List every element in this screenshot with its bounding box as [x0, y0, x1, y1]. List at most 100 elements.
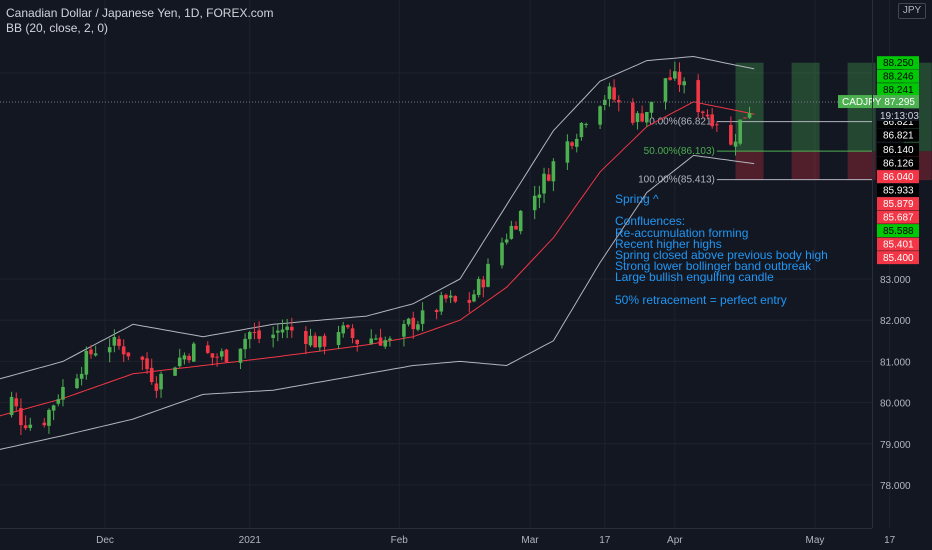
x-axis-tick-label: Apr — [667, 535, 683, 546]
candle-body — [710, 114, 714, 127]
candle-body — [635, 113, 640, 123]
candle-body — [402, 324, 406, 337]
candle-body — [644, 111, 649, 123]
candle-body — [509, 225, 514, 239]
candle-body — [187, 355, 191, 361]
candle-body — [411, 317, 416, 330]
candle-body — [598, 106, 602, 125]
candle-body — [579, 122, 584, 138]
candle-body — [738, 119, 743, 144]
candle-body — [79, 373, 84, 379]
price-label-box — [877, 69, 919, 83]
candle-body — [406, 318, 411, 325]
candle-body — [570, 142, 574, 146]
candle-body — [117, 338, 121, 346]
candle-body — [191, 343, 196, 362]
price-label: 85.401 — [883, 240, 914, 251]
candle-body — [416, 324, 420, 330]
candle-body — [42, 422, 47, 426]
note-line: Large bullish engulfing candle — [615, 270, 774, 285]
x-axis-tick-label: May — [805, 535, 824, 546]
candle-body — [224, 349, 229, 363]
candle-body — [149, 367, 154, 383]
note-line: Recent higher highs — [615, 236, 722, 251]
candle-body — [705, 114, 710, 117]
price-label: 85.400 — [883, 253, 914, 264]
y-axis-tick-label: 80.000 — [880, 399, 911, 410]
price-label-box — [877, 183, 919, 197]
candle-body — [355, 339, 360, 344]
candle-body — [453, 296, 458, 302]
current-price-value: 87.295 — [884, 97, 915, 108]
candle-body — [47, 409, 51, 426]
bollinger-lower-band — [0, 154, 755, 450]
candle-body — [747, 113, 752, 118]
candle-body — [346, 325, 350, 328]
candle-body — [210, 353, 215, 358]
price-label: 85.879 — [883, 199, 914, 210]
candle-body — [696, 80, 700, 113]
candle-body — [518, 210, 523, 232]
x-axis-tick-label: 17 — [884, 535, 896, 546]
fib-level-label: 0.00%(86.821) — [649, 117, 715, 128]
candle-body — [537, 194, 542, 198]
candle-body — [322, 335, 327, 347]
position-stop-zone — [847, 151, 876, 181]
y-axis-tick-label: 82.000 — [880, 316, 911, 327]
candle-body — [177, 357, 182, 367]
price-label-box — [877, 56, 919, 70]
candle-body — [252, 332, 257, 334]
price-label-box — [877, 197, 919, 211]
candle-body — [383, 340, 388, 347]
candle-body — [481, 279, 486, 288]
candle-body — [444, 294, 448, 299]
candle-body — [19, 408, 23, 426]
candle-body — [514, 225, 518, 230]
candle-body — [93, 353, 98, 356]
candle-body — [551, 161, 556, 182]
price-label-box — [877, 237, 919, 251]
candle-body — [467, 299, 472, 303]
currency-label[interactable]: JPY — [898, 3, 926, 19]
candle-body — [318, 336, 322, 348]
chart-title: Canadian Dollar / Japanese Yen, 1D, FORE… — [6, 6, 274, 20]
candle-body — [75, 378, 79, 389]
candle-body — [308, 335, 313, 346]
candle-body — [112, 337, 117, 346]
candle-body — [271, 334, 275, 338]
candle-body — [304, 330, 308, 344]
candle-body — [276, 330, 280, 333]
candle-body — [247, 332, 252, 340]
candle-body — [565, 141, 570, 163]
price-label-box — [877, 224, 919, 238]
candle-body — [682, 81, 686, 86]
candle-body — [701, 111, 705, 113]
y-axis-tick-label: 81.000 — [880, 357, 911, 368]
price-label: 85.933 — [883, 186, 914, 197]
candle-body — [9, 396, 14, 416]
current-price-symbol: CADJPY — [842, 97, 882, 108]
candle-body — [574, 138, 579, 147]
price-label: 86.821 — [883, 117, 914, 128]
candle-body — [313, 335, 317, 348]
y-axis-tick-label: 78.000 — [880, 481, 911, 492]
note-line: Confluences: — [615, 214, 686, 229]
candle-body — [602, 99, 607, 105]
candle-body — [500, 242, 504, 266]
y-axis-tick-label: 83.000 — [880, 275, 911, 286]
candle-body — [369, 338, 374, 344]
indicator-legend[interactable]: BB (20, close, 2, 0) — [6, 21, 109, 35]
note-line: Strong lower bollinger band outbreak — [615, 259, 812, 274]
price-countdown: 19:13:03 — [880, 111, 919, 122]
trade-notes: Spring ^ Confluences: Re-accumulation form… — [615, 193, 828, 307]
position-stop-zone — [735, 151, 764, 181]
candle-body — [743, 117, 747, 119]
price-label-box — [877, 156, 919, 170]
candle-body — [205, 345, 210, 353]
candle-body — [140, 356, 145, 360]
candle-body — [243, 338, 247, 350]
note-line: 50% retracement = perfect entry — [615, 292, 787, 307]
current-price-tag — [838, 95, 919, 109]
candle-body — [285, 326, 289, 330]
